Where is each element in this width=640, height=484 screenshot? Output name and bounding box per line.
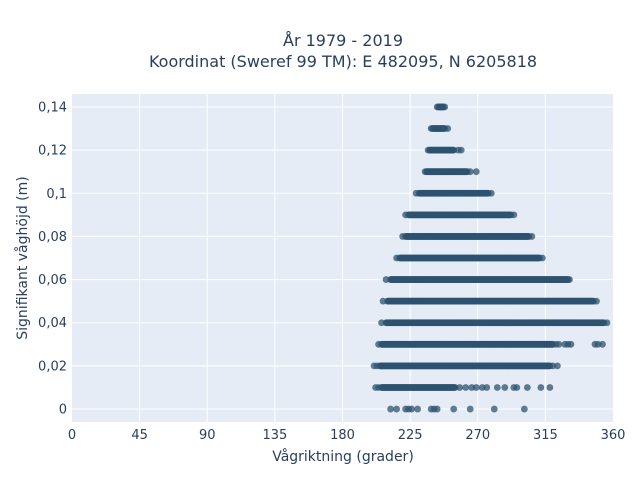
data-point: [555, 340, 563, 348]
data-point: [457, 146, 465, 154]
data-point: [456, 384, 464, 391]
data-point: [379, 297, 387, 305]
data-points: [370, 103, 611, 413]
data-point: [523, 384, 531, 391]
data-point: [462, 384, 470, 391]
x-tick-label: 315: [533, 428, 558, 443]
x-tick-label: 90: [199, 428, 216, 443]
data-point: [393, 254, 400, 262]
data-point: [537, 384, 545, 391]
data-point: [421, 168, 429, 176]
y-tick-label: 0,12: [38, 144, 67, 159]
x-axis-label: Vågriktning (grader): [272, 448, 414, 465]
x-tick-label: 270: [465, 428, 490, 443]
data-point: [382, 276, 390, 283]
y-tick-labels: 0 0,02 0,04 0,06 0,08 0,1 0,12 0,14: [38, 100, 67, 417]
data-point: [424, 146, 432, 154]
data-point: [393, 405, 400, 413]
x-tick-label: 225: [398, 428, 423, 443]
data-point: [603, 319, 611, 327]
data-point: [566, 276, 573, 283]
x-tick-labels: 0 45 90 135 180 225 270 315 360: [68, 428, 626, 443]
data-point: [538, 254, 546, 262]
y-tick-label: 0: [59, 403, 67, 418]
data-point: [513, 384, 521, 391]
chart-title-line2: Koordinat (Sweref 99 TM): E 482095, N 62…: [149, 52, 537, 71]
data-point: [472, 384, 480, 391]
data-point: [375, 384, 382, 391]
x-tick-label: 180: [330, 428, 355, 443]
data-point: [466, 168, 474, 176]
data-point: [520, 405, 528, 413]
data-point: [433, 405, 441, 413]
x-tick-label: 360: [601, 428, 626, 443]
data-point: [402, 211, 410, 219]
data-point: [441, 103, 449, 111]
data-point: [427, 125, 435, 132]
data-point: [444, 125, 452, 132]
data-point: [466, 405, 474, 413]
y-tick-label: 0,04: [38, 316, 67, 331]
data-point: [414, 405, 422, 413]
x-tick-label: 135: [262, 428, 287, 443]
data-point: [510, 211, 518, 219]
data-point: [528, 233, 536, 240]
data-point: [375, 340, 382, 348]
x-tick-label: 45: [131, 428, 148, 443]
data-point: [378, 319, 385, 327]
y-tick-label: 0,1: [46, 187, 67, 202]
y-tick-label: 0,02: [38, 359, 67, 374]
data-point: [554, 362, 561, 370]
data-point: [450, 405, 458, 413]
x-tick-label: 0: [68, 428, 76, 443]
data-point: [501, 384, 509, 391]
data-point: [493, 384, 501, 391]
data-point: [373, 362, 381, 370]
y-tick-label: 0,06: [38, 273, 67, 288]
data-point: [472, 168, 480, 176]
data-point: [408, 405, 416, 413]
data-point: [412, 189, 420, 197]
y-axis-label: Signifikant våghöjd (m): [14, 176, 31, 339]
data-point: [387, 405, 394, 413]
data-point: [593, 297, 600, 305]
data-point: [490, 405, 498, 413]
data-point: [599, 340, 606, 348]
data-point: [399, 233, 407, 240]
y-tick-label: 0,08: [38, 230, 67, 245]
data-point: [487, 189, 495, 197]
data-point: [483, 384, 491, 391]
data-point: [433, 103, 441, 111]
chart-title-line1: År 1979 - 2019: [283, 31, 403, 50]
data-point: [567, 340, 575, 348]
y-tick-label: 0,14: [38, 100, 67, 115]
data-point: [546, 384, 554, 391]
